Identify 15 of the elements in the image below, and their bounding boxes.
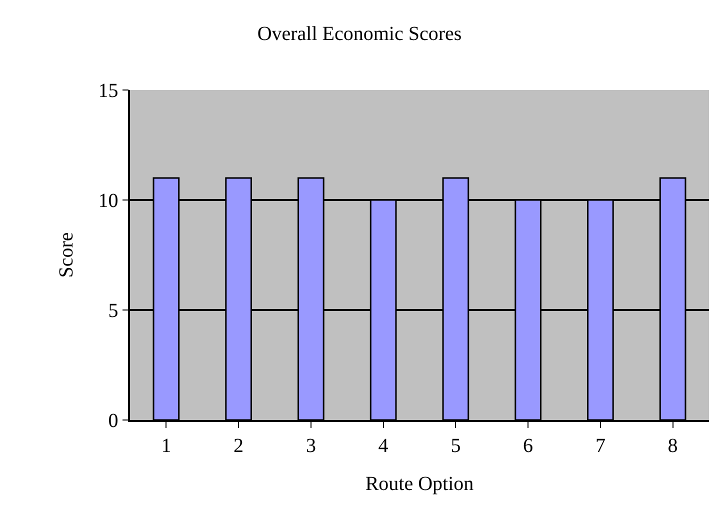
y-tick-label: 5 [108,300,118,322]
x-tick-label: 3 [306,434,316,457]
x-tick-label: 5 [450,434,461,457]
chart-title: Overall Economic Scores [257,23,462,45]
x-axis-title: Route Option [365,472,474,495]
x-tick-label: 2 [234,434,244,457]
y-tick-label: 0 [108,410,118,432]
y-tick-label: 10 [98,190,118,212]
x-tick-label: 6 [523,434,534,457]
x-tick-label: 4 [378,434,388,457]
x-tick-label: 7 [595,434,606,457]
x-tick-label: 8 [668,434,678,457]
y-axis-title: Score [55,232,78,278]
x-tick-label: 1 [161,434,172,457]
y-tick-label: 15 [98,80,118,102]
